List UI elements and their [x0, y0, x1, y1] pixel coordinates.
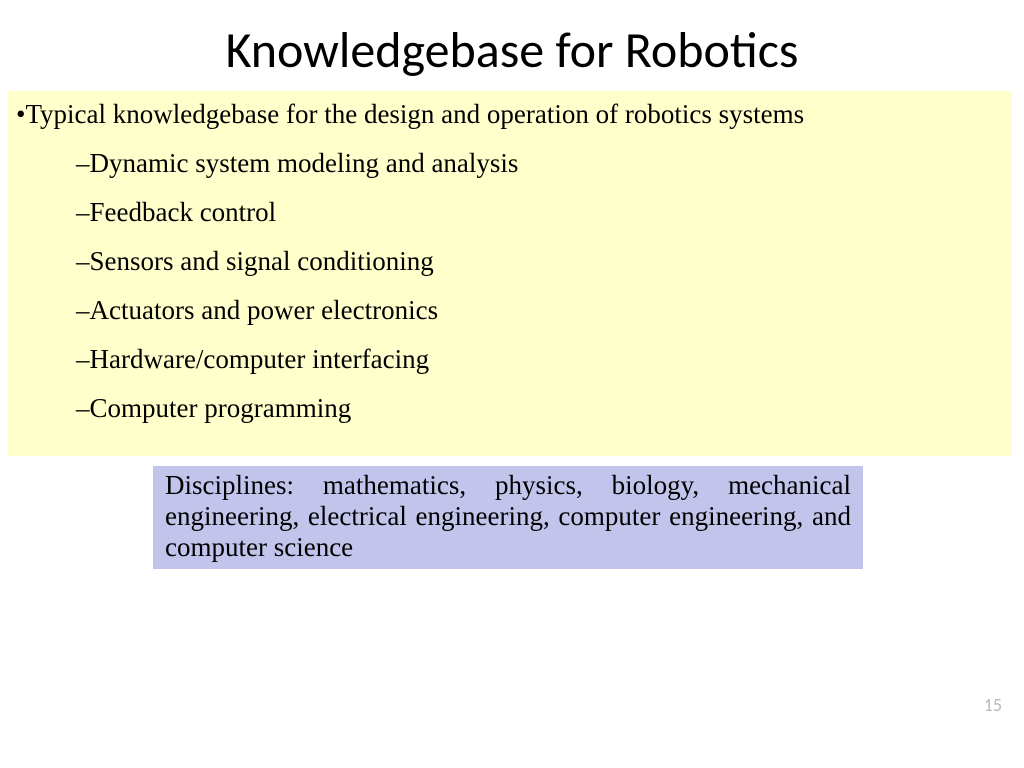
- sub-item-text: Dynamic system modeling and analysis: [90, 148, 519, 178]
- sub-list: –Dynamic system modeling and analysis –F…: [76, 148, 998, 424]
- sub-item-text: Feedback control: [90, 197, 277, 227]
- sub-item: –Sensors and signal conditioning: [76, 246, 998, 277]
- sub-item-text: Computer programming: [90, 393, 352, 423]
- page-number: 15: [984, 694, 1002, 716]
- main-bullet: •Typical knowledgebase for the design an…: [16, 99, 998, 130]
- sub-item-text: Hardware/computer interfacing: [90, 344, 430, 374]
- slide: Knowledgebase for Robotics •Typical know…: [0, 0, 1024, 768]
- sub-item: –Hardware/computer interfacing: [76, 344, 998, 375]
- sub-item: –Computer programming: [76, 393, 998, 424]
- disciplines-box: Disciplines: mathematics, physics, biolo…: [153, 466, 863, 569]
- sub-item-text: Actuators and power electronics: [90, 295, 439, 325]
- sub-item: –Dynamic system modeling and analysis: [76, 148, 998, 179]
- main-bullet-text: Typical knowledgebase for the design and…: [25, 99, 804, 129]
- sub-item: –Feedback control: [76, 197, 998, 228]
- sub-item-text: Sensors and signal conditioning: [90, 246, 434, 276]
- sub-item: –Actuators and power electronics: [76, 295, 998, 326]
- slide-title: Knowledgebase for Robotics: [0, 0, 1024, 91]
- knowledgebase-box: •Typical knowledgebase for the design an…: [8, 91, 1012, 456]
